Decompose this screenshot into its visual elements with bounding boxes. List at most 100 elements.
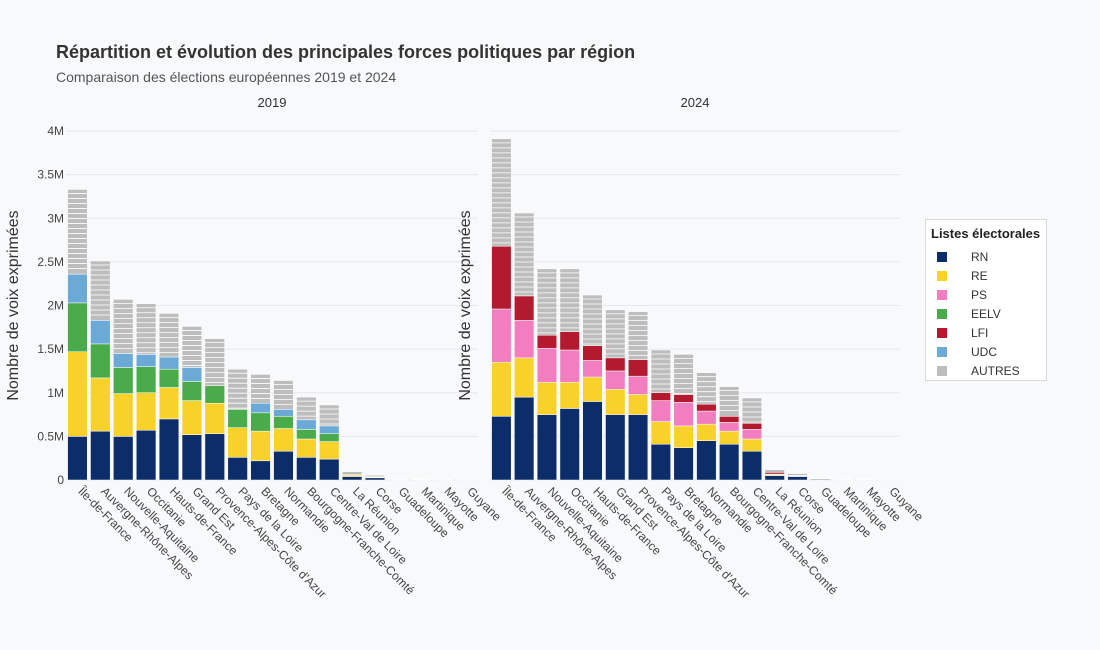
bar-segment-udc (67, 273, 88, 304)
bar-segment-rn (319, 458, 340, 481)
bar-segment-re (491, 361, 512, 417)
bar-segment-rn (696, 440, 717, 481)
bar-segment-re (741, 438, 762, 452)
bar-segment-re (181, 400, 202, 435)
y-tick-label: 3.5M (37, 168, 64, 182)
legend-item-rn[interactable]: RN (931, 247, 1042, 266)
bar-segment-rn (342, 476, 363, 481)
bar-segment-autres (113, 299, 134, 354)
bar-segment-re (719, 430, 740, 445)
bar-segment-autres (204, 338, 225, 387)
bar-segment-re (204, 402, 225, 435)
bar-segment-re (536, 382, 557, 415)
bar-segment-udc (113, 353, 134, 368)
legend-label: PS (971, 287, 988, 302)
bar-segment-autres (536, 268, 557, 336)
bar-segment-autres (582, 294, 603, 346)
bar-segment-autres (650, 349, 671, 393)
legend-label: EELV (971, 306, 1001, 321)
bar-segment-udc (296, 419, 317, 430)
y-tick-label: 0 (57, 473, 64, 487)
bar-segment-ps (673, 402, 694, 427)
bar-segment-eelv (67, 302, 88, 352)
legend-item-eelv[interactable]: EELV (931, 304, 1042, 323)
bar-segment-rn (181, 434, 202, 481)
bar-segment-autres (181, 326, 202, 368)
legend-item-re[interactable]: RE (931, 266, 1042, 285)
bar-segment-lfi (764, 472, 785, 475)
bar-segment-re (605, 389, 626, 415)
y-tick-label: 2M (47, 299, 64, 313)
y-axis-label: Nombre de voix exprimées (5, 210, 22, 400)
bar-segment-rn (90, 430, 111, 481)
bar-segment-re (650, 421, 671, 445)
bar-segment-eelv (204, 385, 225, 404)
bar-segment-rn (741, 450, 762, 481)
bar-segment-rn (787, 476, 808, 481)
bar-segment-autres (136, 303, 157, 355)
bar-segment-re (158, 387, 180, 420)
bar-segment-eelv (181, 381, 202, 401)
chart-title: Répartition et évolution des principales… (56, 42, 636, 62)
bar-segment-re (90, 377, 111, 432)
legend-label: RN (971, 249, 989, 264)
legend-item-udc[interactable]: UDC (931, 342, 1042, 361)
bar-segment-eelv (136, 366, 157, 394)
legend-swatch (937, 251, 947, 262)
y-tick-label: 2.5M (37, 255, 64, 269)
bar-segment-rn (158, 418, 180, 481)
bar-segment-lfi (628, 359, 649, 377)
bar-segment-rn (136, 430, 157, 481)
bar-segment-lfi (536, 334, 557, 349)
bar-segment-ps (650, 400, 671, 422)
bar-segment-autres (787, 473, 808, 476)
bar-segment-lfi (650, 392, 671, 401)
bar-segment-rn (605, 414, 626, 481)
bar-segment-lfi (605, 357, 626, 372)
bar-segment-re (514, 357, 535, 398)
legend-item-autres[interactable]: AUTRES (931, 361, 1042, 380)
chart-subtitle: Comparaison des élections européennes 20… (56, 69, 397, 85)
bar-segment-autres (364, 474, 386, 477)
bar-segment-eelv (319, 433, 340, 442)
legend-label: UDC (971, 344, 997, 359)
bar-segment-eelv (296, 429, 317, 440)
bar-segment-re (696, 423, 717, 441)
bar-segment-eelv (227, 409, 248, 428)
y-tick-label: 1M (47, 386, 64, 400)
bar-segment-rn (650, 443, 671, 481)
bar-segment-autres (719, 386, 740, 417)
bar-segment-autres (673, 354, 694, 395)
bar-segment-udc (181, 367, 202, 382)
legend-item-lfi[interactable]: LFI (931, 323, 1042, 342)
legend-swatch (937, 327, 947, 338)
bar-segment-udc (319, 425, 340, 435)
bar-segment-rn (204, 433, 225, 481)
bar-segment-re (296, 438, 317, 458)
bar-segment-rn (67, 436, 88, 481)
bar-segment-ps (628, 375, 649, 395)
bar-segment-lfi (491, 245, 512, 310)
bar-segment-re (628, 394, 649, 415)
legend-swatch (937, 346, 947, 357)
bar-segment-lfi (741, 423, 762, 430)
bar-segment-lfi (582, 345, 603, 361)
bar-segment-eelv (273, 416, 294, 429)
y-tick-label: 0.5M (37, 429, 64, 443)
bar-segment-rn (113, 436, 134, 481)
bar-segment-re (673, 425, 694, 448)
legend-item-ps[interactable]: PS (931, 285, 1042, 304)
legend-swatch (937, 270, 947, 281)
bar-segment-udc (136, 354, 157, 367)
legend-label: RE (971, 268, 988, 283)
bar-segment-rn (582, 401, 603, 481)
bar-segment-re (250, 430, 271, 462)
bar-segment-re (67, 351, 88, 437)
bar-segment-ps (719, 422, 740, 432)
bar-segment-udc (250, 402, 271, 414)
legend-swatch (937, 365, 947, 376)
bar-segment-autres (514, 212, 535, 297)
bar-segment-re (227, 427, 248, 458)
panel-title: 2024 (681, 95, 710, 110)
